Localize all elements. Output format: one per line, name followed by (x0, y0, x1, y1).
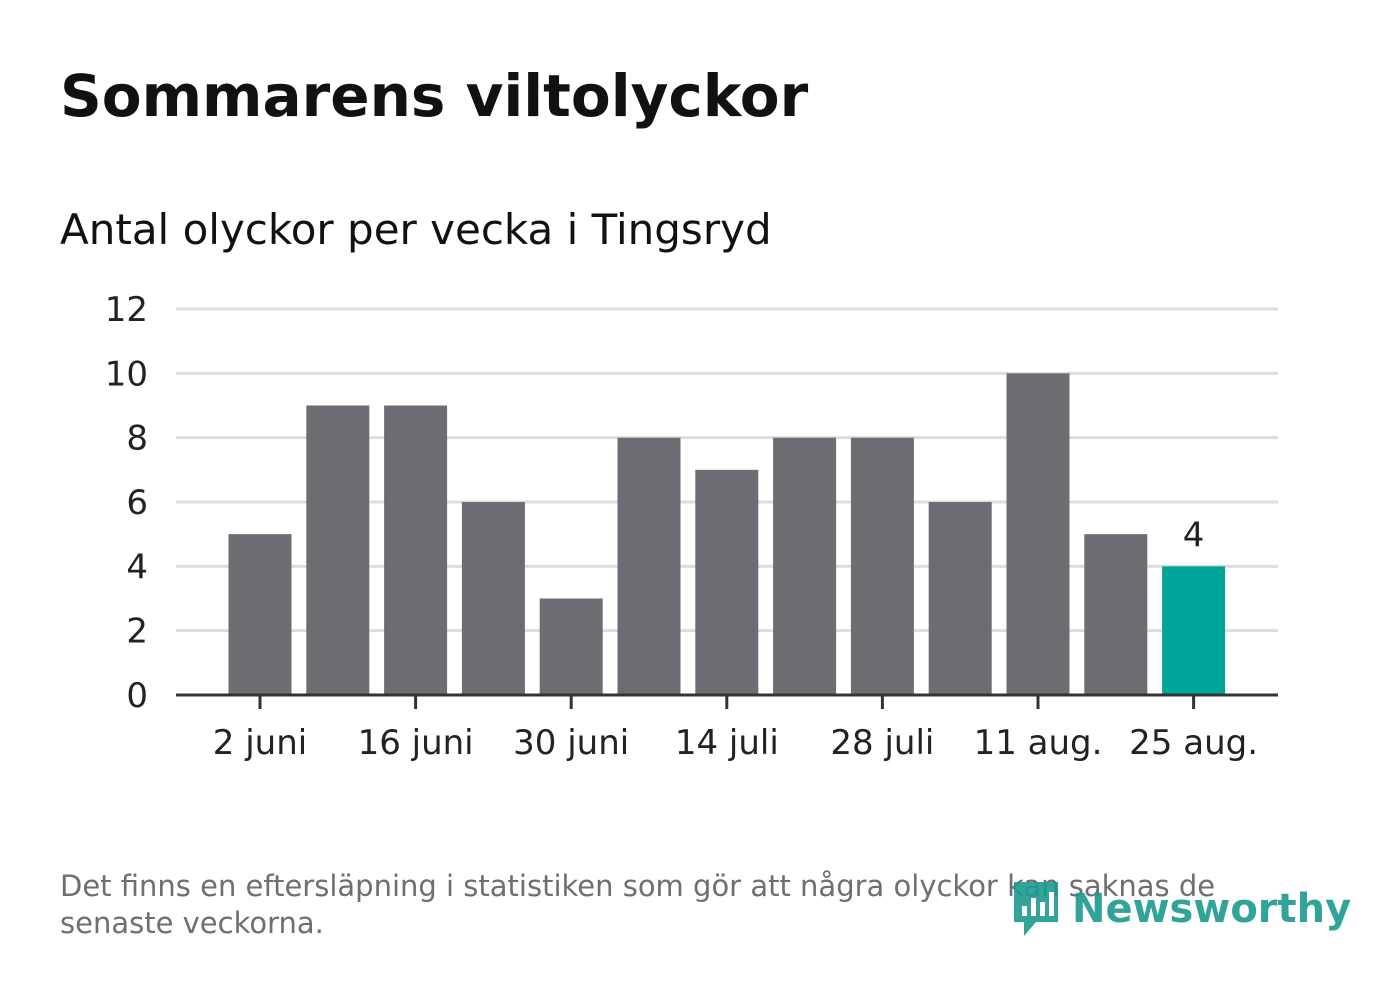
x-tick-label: 16 juni (358, 723, 474, 763)
x-tick-label: 30 juni (513, 723, 629, 763)
x-tick-label: 14 juli (675, 723, 779, 763)
bars (228, 373, 1226, 695)
data-labels: 4 (1183, 515, 1205, 555)
newsworthy-logo[interactable]: Newsworthy (1010, 878, 1351, 940)
y-tick-label: 0 (126, 676, 148, 716)
bar (228, 534, 292, 695)
bar (1084, 534, 1148, 695)
y-axis-ticks: 0 2 4 6 8 10 12 (105, 290, 148, 716)
logo-text: Newsworthy (1072, 886, 1352, 932)
x-axis: 2 juni 16 juni 30 juni 14 juli 28 juli 11 aug… (176, 693, 1278, 763)
y-tick-label: 12 (105, 290, 148, 330)
bar (384, 405, 448, 695)
x-tick-label: 28 juli (830, 723, 934, 763)
bar (1162, 566, 1226, 695)
bar (850, 437, 914, 695)
data-label: 4 (1183, 515, 1205, 555)
bar (461, 502, 525, 695)
chart-bubble-icon (1014, 882, 1058, 936)
y-tick-label: 8 (126, 419, 148, 459)
bar (617, 437, 681, 695)
chart-subtitle: Antal olyckor per vecka i Tingsryd (60, 205, 772, 254)
y-tick-label: 6 (126, 483, 148, 523)
bar (773, 437, 837, 695)
bar (695, 469, 759, 695)
x-tick-label: 25 aug. (1129, 723, 1258, 763)
y-tick-label: 4 (126, 547, 148, 587)
bar (539, 598, 603, 695)
bar (306, 405, 370, 695)
x-tick-label: 11 aug. (974, 723, 1103, 763)
chart-title: Sommarens viltolyckor (60, 62, 809, 130)
bar (928, 502, 992, 695)
y-tick-label: 10 (105, 354, 148, 394)
bar (1006, 373, 1070, 695)
y-tick-label: 2 (126, 612, 148, 652)
x-tick-label: 2 juni (213, 723, 307, 763)
